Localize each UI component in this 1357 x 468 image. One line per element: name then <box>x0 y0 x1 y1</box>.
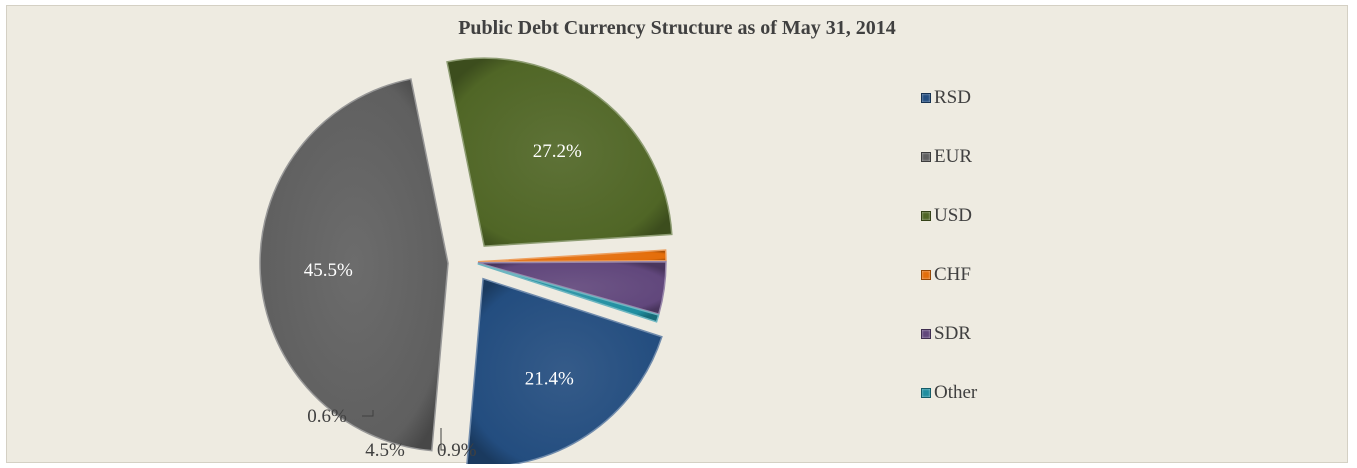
legend-label-usd: USD <box>934 205 973 226</box>
data-label-chf: 0.9% <box>437 440 477 461</box>
pie-slice-other <box>477 263 660 323</box>
pie-slice-chf <box>477 249 667 263</box>
legend-label-eur: EUR <box>934 146 972 167</box>
legend-swatch-chf <box>921 270 931 280</box>
leader-line-chf <box>440 428 444 451</box>
legend-label-other: Other <box>934 382 978 403</box>
pie-slice-usd <box>446 57 673 247</box>
legend-item-usd: USD <box>921 204 972 228</box>
data-label-usd: 27.2% <box>533 141 582 162</box>
chart-title: Public Debt Currency Structure as of May… <box>458 17 896 39</box>
legend-item-eur: EUR <box>921 145 972 169</box>
labels-layer: 21.4% 45.5% 27.2% 0.9% 4.5% 0.6% <box>304 141 582 461</box>
legend-item-sdr: SDR <box>921 322 971 346</box>
data-label-eur: 45.5% <box>304 260 353 281</box>
legend-swatch-usd <box>921 211 931 221</box>
data-label-other: 0.6% <box>307 406 347 427</box>
legend-swatch-sdr <box>921 329 931 339</box>
leader-line-other <box>362 410 374 417</box>
legend-item-chf: CHF <box>921 263 971 287</box>
legend-swatch-other <box>921 388 931 398</box>
data-label-sdr: 4.5% <box>365 440 405 461</box>
chart-area: Public Debt Currency Structure as of May… <box>6 5 1348 464</box>
slices-layer <box>259 57 673 464</box>
legend-item-rsd: RSD <box>921 86 971 110</box>
legend-swatch-eur <box>921 152 931 162</box>
data-label-rsd: 21.4% <box>525 369 574 390</box>
pie-chart: 21.4% 45.5% 27.2% 0.9% 4.5% 0.6% <box>259 57 673 464</box>
legend-label-chf: CHF <box>934 264 971 285</box>
legend-swatch-rsd <box>921 93 931 103</box>
legend-label-sdr: SDR <box>934 323 971 344</box>
pie-slice-eur <box>259 78 449 452</box>
pie-slice-rsd <box>466 277 663 464</box>
legend-label-rsd: RSD <box>934 87 971 108</box>
legend-item-other: Other <box>921 381 977 405</box>
pie-slice-sdr <box>477 260 667 316</box>
